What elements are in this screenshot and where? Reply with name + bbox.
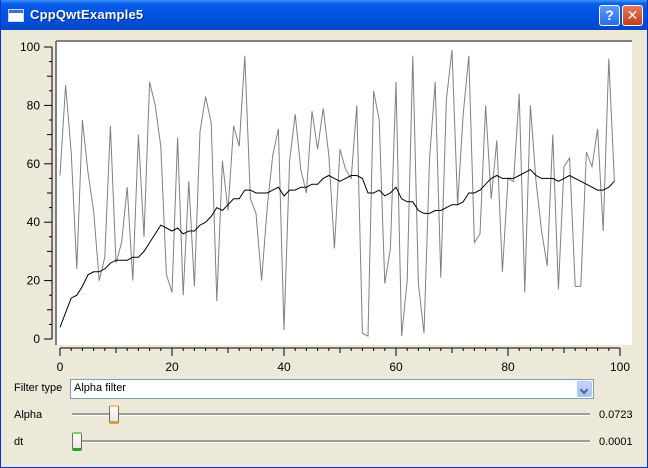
help-icon[interactable]: ?	[599, 5, 620, 26]
y-tick-label: 60	[27, 157, 41, 171]
dt-slider-thumb[interactable]	[72, 432, 82, 451]
y-tick-label: 40	[27, 215, 41, 229]
y-tick-label: 0	[33, 332, 40, 346]
title-bar[interactable]: CppQwtExample5 ? ✕	[1, 0, 647, 30]
x-tick-label: 80	[501, 360, 515, 374]
series-raw-line	[59, 49, 615, 337]
filter-type-label: Filter type	[14, 382, 63, 394]
dt-slider-track[interactable]	[72, 440, 590, 443]
x-tick-label: 100	[610, 360, 630, 374]
x-tick-label: 60	[389, 360, 403, 374]
filter-type-value: Alpha filter	[74, 382, 126, 394]
plot-area: 0 20 40 60 80 100 0 20 40 60 80 100	[20, 40, 632, 374]
client-area: 0 20 40 60 80 100 0 20 40 60 80 100 Filter type Alp…	[4, 30, 644, 464]
y-tick-label: 20	[27, 274, 41, 288]
window-title: CppQwtExample5	[30, 7, 144, 22]
x-tick-label: 40	[277, 360, 291, 374]
app-window-icon	[8, 9, 24, 22]
dt-value: 0.0001	[599, 436, 633, 448]
close-icon[interactable]: ✕	[622, 5, 643, 26]
alpha-slider-track[interactable]	[72, 413, 590, 416]
alpha-slider-thumb[interactable]	[108, 405, 119, 424]
alpha-value: 0.0723	[599, 409, 633, 421]
plot-canvas	[56, 41, 632, 345]
alpha-label: Alpha	[14, 409, 43, 421]
x-tick-label: 0	[57, 360, 64, 374]
filter-type-combobox[interactable]: Alpha filter	[70, 379, 594, 399]
x-tick-label: 20	[165, 360, 179, 374]
chevron-down-icon[interactable]	[577, 381, 592, 397]
y-tick-label: 80	[27, 98, 41, 112]
dt-label: dt	[14, 436, 24, 448]
y-tick-label: 100	[20, 40, 40, 54]
series-filtered-line	[59, 168, 615, 328]
